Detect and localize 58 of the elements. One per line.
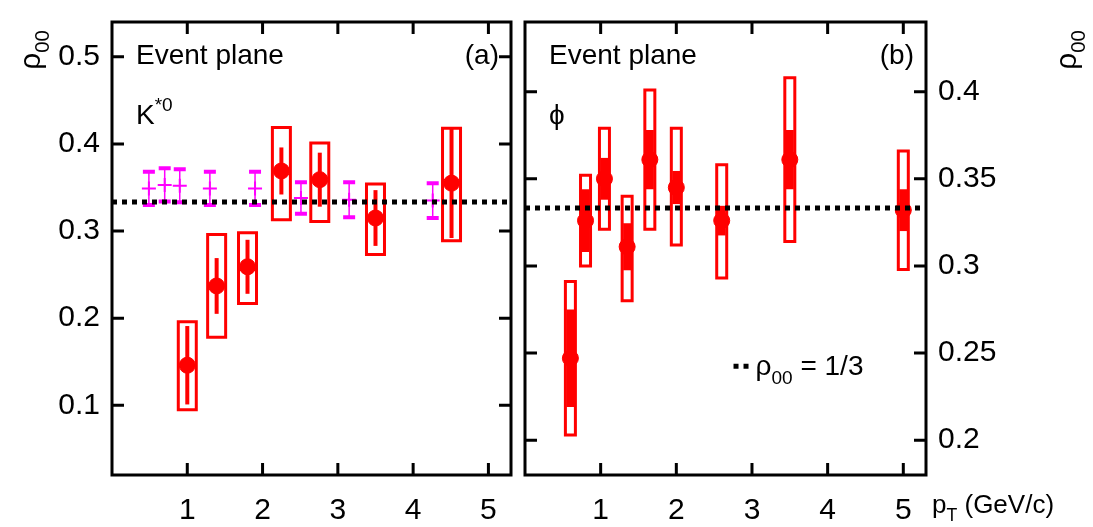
- x-tick-label: 3: [329, 492, 347, 526]
- point: [140, 180, 157, 197]
- bar: [176, 320, 198, 412]
- x-tick-label: 2: [254, 492, 271, 526]
- point: [341, 191, 358, 208]
- bar: [364, 182, 386, 257]
- point: [208, 277, 226, 295]
- annotation: (a): [464, 39, 500, 70]
- bar: [643, 88, 657, 231]
- annotation: Event plane: [549, 39, 697, 70]
- x-tick-label: 1: [178, 492, 196, 526]
- point: [156, 176, 173, 193]
- bar: [783, 76, 797, 244]
- y2-tick-label: 0.4: [938, 72, 980, 106]
- x-tick-label: 5: [480, 492, 497, 526]
- x-tick-label: 4: [819, 492, 836, 526]
- point: [443, 174, 461, 192]
- point: [292, 189, 309, 206]
- y-tick-label: 0.5: [58, 38, 100, 72]
- y2-tick-label: 0.35: [938, 160, 997, 194]
- point: [239, 258, 257, 276]
- bar: [597, 126, 611, 231]
- point: [311, 171, 329, 189]
- y-tick-label: 0.3: [58, 212, 100, 246]
- annotation: (b): [879, 39, 915, 70]
- bar: [441, 126, 463, 243]
- x-tick-label: 5: [894, 492, 912, 526]
- y2-tick-label: 0.25: [938, 334, 997, 368]
- bar: [237, 231, 259, 305]
- point: [272, 162, 290, 180]
- bar: [563, 280, 577, 437]
- bar: [206, 233, 228, 339]
- y-axis-title: ρ00: [13, 30, 53, 70]
- point: [247, 180, 264, 197]
- y-tick-label: 0.2: [58, 299, 100, 333]
- bar: [896, 149, 910, 271]
- x-tick-label: 1: [592, 492, 609, 526]
- annotation: Event plane: [136, 39, 284, 70]
- bar: [620, 194, 634, 303]
- bar: [309, 141, 331, 223]
- point: [171, 177, 188, 194]
- y-tick-label: 0.4: [58, 125, 100, 159]
- y2-tick-label: 0.3: [938, 247, 980, 281]
- point: [178, 356, 196, 374]
- y2-axis-title: ρ00: [1049, 30, 1089, 70]
- bar: [579, 173, 593, 268]
- annotation: ϕ: [549, 99, 565, 130]
- point: [201, 180, 218, 197]
- y-tick-label: 0.1: [58, 386, 100, 420]
- x-tick-label: 3: [743, 492, 761, 526]
- point: [366, 209, 384, 227]
- x-tick-label: 4: [404, 492, 422, 526]
- bar: [270, 125, 292, 222]
- point: [424, 192, 441, 209]
- bar: [669, 126, 683, 247]
- bar: [715, 163, 729, 280]
- y2-tick-label: 0.2: [938, 421, 980, 455]
- x-tick-label: 2: [667, 492, 685, 526]
